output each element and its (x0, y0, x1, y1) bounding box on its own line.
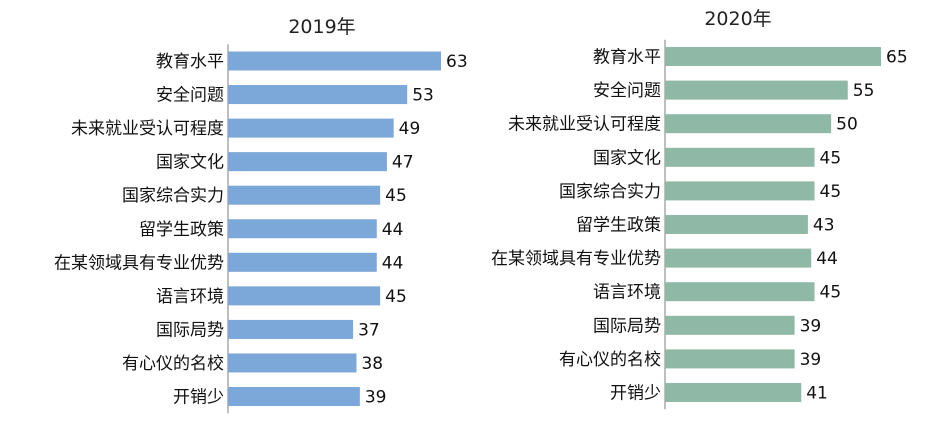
data-label: 41 (806, 384, 828, 404)
data-label: 47 (392, 153, 414, 173)
category-label: 教育水平 (156, 52, 224, 72)
data-label: 45 (820, 148, 842, 168)
bar (228, 118, 394, 138)
data-label: 55 (853, 81, 875, 101)
data-label: 44 (816, 249, 838, 269)
data-label: 39 (800, 350, 822, 370)
chart-title: 2020年 (704, 8, 771, 30)
bar (228, 353, 357, 373)
bar (665, 80, 848, 100)
category-label: 在某领域具有专业优势 (491, 249, 661, 269)
category-label: 国家文化 (593, 148, 661, 168)
data-label: 44 (382, 253, 404, 273)
bar (665, 282, 815, 302)
bar (665, 47, 881, 66)
bar (665, 248, 812, 268)
bar (228, 387, 360, 406)
category-label: 未来就业受认可程度 (71, 119, 224, 139)
category-label: 留学生政策 (139, 220, 224, 240)
chart-title: 2019年 (288, 16, 355, 38)
category-label: 开销少 (610, 384, 661, 404)
bar (228, 319, 354, 339)
category-label: 有心仪的名校 (559, 350, 661, 370)
bar (228, 219, 377, 239)
bar (665, 181, 815, 201)
category-label: 教育水平 (593, 48, 661, 68)
data-label: 49 (399, 119, 421, 139)
data-label: 45 (385, 287, 407, 307)
bar (665, 147, 815, 167)
category-label: 国家综合实力 (122, 186, 224, 206)
category-label: 开销少 (173, 388, 224, 408)
bar (228, 252, 377, 272)
category-label: 国家文化 (156, 153, 224, 173)
bar (665, 215, 808, 234)
data-label: 39 (365, 388, 387, 408)
category-label: 在某领域具有专业优势 (54, 253, 224, 273)
bar (228, 85, 408, 105)
data-label: 63 (446, 52, 468, 72)
data-label: 44 (382, 220, 404, 240)
data-label: 45 (385, 186, 407, 206)
category-label: 安全问题 (593, 81, 661, 101)
bar (228, 51, 441, 71)
bar (665, 349, 795, 369)
bar (228, 185, 381, 205)
data-label: 45 (820, 182, 842, 202)
data-label: 65 (886, 48, 908, 68)
category-label: 留学生政策 (576, 216, 661, 236)
bar (665, 114, 832, 134)
data-label: 39 (800, 316, 822, 336)
category-label: 国际局势 (156, 320, 224, 340)
category-label: 未来就业受认可程度 (508, 115, 661, 135)
data-label: 53 (412, 86, 434, 106)
category-label: 国际局势 (593, 316, 661, 336)
bar (228, 152, 387, 172)
bar (665, 315, 795, 335)
category-label: 国家综合实力 (559, 182, 661, 202)
category-label: 语言环境 (156, 287, 224, 307)
bar (228, 286, 381, 306)
bar (665, 383, 802, 402)
data-label: 50 (836, 115, 858, 135)
data-label: 37 (358, 320, 380, 340)
category-label: 安全问题 (156, 86, 224, 106)
data-label: 43 (813, 216, 835, 236)
category-label: 有心仪的名校 (122, 354, 224, 374)
category-label: 语言环境 (593, 283, 661, 303)
data-label: 45 (820, 283, 842, 303)
data-label: 38 (361, 354, 383, 374)
